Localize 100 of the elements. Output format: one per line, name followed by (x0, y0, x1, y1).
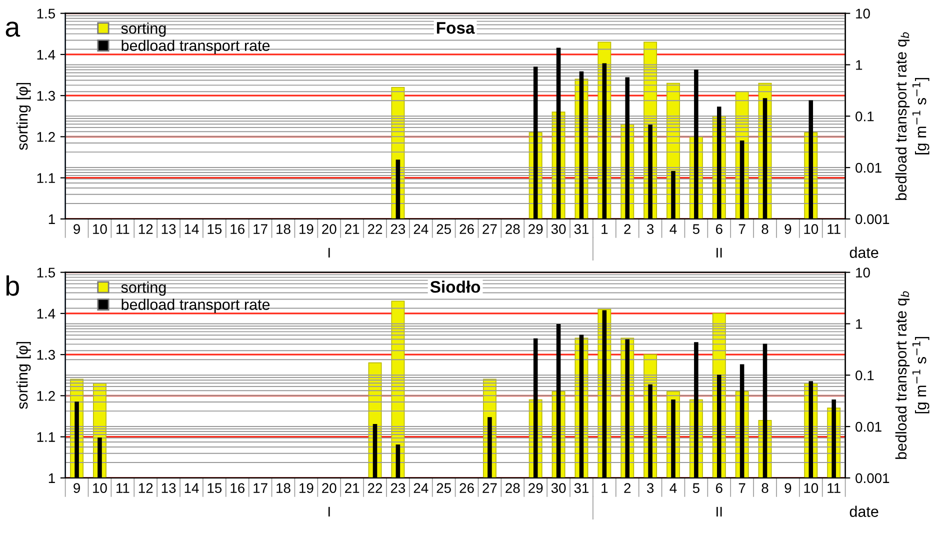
y2-tick-label: 0.001 (856, 473, 890, 484)
x-tick-label: 21 (345, 224, 360, 234)
x-tick-label: 2 (624, 483, 631, 493)
x-tick-label: 28 (506, 483, 520, 493)
x-tick-label: 23 (390, 483, 406, 493)
x-tick-label: 9 (784, 483, 792, 493)
x-tick-label: 8 (762, 224, 768, 234)
x-tick-label: 24 (414, 224, 428, 234)
x-tick-label: 11 (116, 483, 130, 493)
x-tick-label: 18 (276, 224, 290, 234)
y-tick-label: 1 (48, 473, 55, 483)
x-tick-label: 29 (528, 224, 543, 234)
x-tick-label: 31 (574, 224, 589, 234)
text: bedload transport rate q$_{b}$ [g m$^{−1}$ s$^{−1}$] (895, 32, 930, 200)
text: I (328, 506, 330, 516)
x-tick-label: 28 (506, 224, 520, 234)
text: II (716, 248, 722, 258)
x-axis-title: date (850, 506, 878, 517)
y-tick-label: 1.3 (37, 90, 55, 101)
x-tick-label: 20 (322, 483, 336, 493)
x-tick-label: 8 (762, 483, 768, 493)
x-tick-label: 11 (116, 224, 130, 234)
y-tick-label: 1 (48, 214, 55, 224)
x-tick-label: 23 (390, 224, 406, 234)
y-tick-label: 1.4 (37, 50, 56, 60)
x-tick-label: 14 (184, 224, 199, 234)
x-tick-label: 25 (436, 483, 451, 493)
y-axis-title: sorting [φ] (16, 82, 31, 150)
text: a (6, 22, 20, 37)
chart-title: Siodło (430, 280, 480, 293)
x-tick-label: 20 (322, 224, 336, 234)
x-tick-label: 10 (93, 483, 107, 493)
legend-label: sorting (121, 22, 166, 37)
x-tick-label: 12 (138, 483, 153, 493)
x-tick-label: 18 (276, 483, 290, 493)
x-tick-label: 7 (738, 483, 746, 493)
chart-title: Fosa (436, 22, 475, 34)
y2-tick-label: 10 (856, 268, 870, 278)
x-tick-label: 29 (528, 483, 543, 493)
x-tick-label: 1 (602, 483, 608, 493)
legend-label: sorting (121, 282, 166, 296)
x-tick-label: 12 (138, 224, 153, 234)
y-tick-label: 1.5 (37, 8, 56, 19)
x-tick-label: 5 (692, 224, 700, 234)
x-tick-label: 4 (670, 224, 677, 234)
x-tick-label: 4 (670, 483, 677, 493)
x-tick-label: 2 (624, 224, 631, 234)
y-tick-label: 1.1 (37, 432, 55, 442)
x-tick-label: 22 (368, 483, 382, 493)
y-tick-label: 1.5 (37, 268, 56, 278)
x-tick-label: 19 (300, 224, 314, 234)
y2-tick-label: 0.001 (856, 214, 890, 224)
x-tick-label: 17 (254, 483, 268, 493)
x-tick-label: 31 (574, 483, 589, 493)
x-tick-label: 3 (646, 224, 654, 234)
y2-tick-label: 1 (856, 319, 862, 329)
x-tick-label: 16 (230, 224, 244, 234)
x-tick-label: 11 (828, 483, 840, 493)
x-tick-label: 11 (828, 224, 840, 234)
legend-label: bedload transport rate (122, 40, 270, 54)
text: I (328, 248, 330, 258)
x-tick-label: 30 (551, 224, 566, 234)
x-tick-label: 30 (551, 483, 566, 493)
x-tick-label: 26 (460, 483, 474, 493)
x-tick-label: 19 (300, 483, 314, 493)
legend-label: bedload transport rate (122, 298, 270, 314)
y-tick-label: 1.1 (37, 173, 55, 183)
x-tick-label: 7 (738, 224, 746, 234)
y2-tick-label: 10 (856, 8, 870, 19)
x-tick-label: 21 (345, 483, 360, 493)
y-tick-label: 1.3 (37, 350, 55, 360)
x-tick-label: 27 (482, 483, 497, 493)
text: b (6, 275, 19, 296)
x-tick-label: 10 (804, 224, 818, 234)
y2-tick-label: 0.1 (856, 111, 874, 122)
x-tick-label: 3 (646, 483, 654, 493)
text: bedload transport rate q$_{b}$ [g m$^{−1}$ s$^{−1}$] (895, 291, 930, 459)
x-tick-label: 15 (208, 483, 222, 493)
x-tick-label: 9 (784, 224, 792, 234)
x-tick-label: 13 (162, 224, 176, 234)
y-tick-label: 1.4 (37, 308, 56, 318)
x-tick-label: 25 (436, 224, 451, 234)
y2-tick-label: 0.01 (856, 422, 882, 432)
x-tick-label: 24 (414, 483, 428, 493)
x-tick-label: 6 (716, 224, 722, 234)
x-tick-label: 26 (460, 224, 474, 234)
x-tick-label: 1 (602, 224, 608, 234)
x-tick-label: 15 (208, 224, 222, 234)
x-tick-label: 6 (716, 483, 722, 493)
x-tick-label: 9 (74, 224, 80, 234)
x-tick-label: 22 (368, 224, 382, 234)
x-tick-label: 13 (162, 483, 176, 493)
y2-tick-label: 0.1 (856, 370, 874, 380)
y-tick-label: 1.2 (37, 391, 55, 401)
x-tick-label: 27 (482, 224, 497, 234)
x-tick-label: 9 (74, 483, 80, 493)
x-tick-label: 17 (254, 224, 268, 234)
y-axis-title: sorting [φ] (16, 342, 31, 409)
x-tick-label: 10 (93, 224, 107, 234)
text: II (716, 506, 722, 516)
